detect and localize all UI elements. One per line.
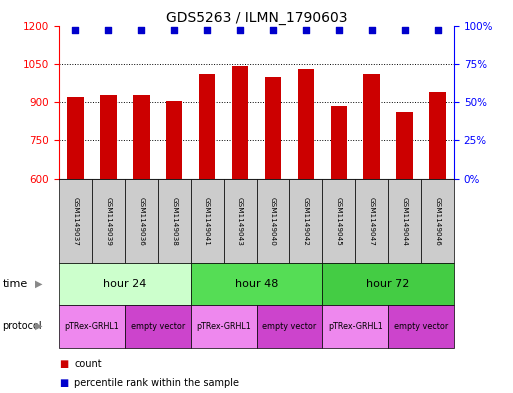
Bar <box>298 69 314 179</box>
Text: pTRex-GRHL1: pTRex-GRHL1 <box>328 322 383 331</box>
Text: ■: ■ <box>59 358 68 369</box>
Point <box>401 27 409 33</box>
Point <box>71 27 80 33</box>
Text: hour 24: hour 24 <box>103 279 147 289</box>
Text: GSM1149042: GSM1149042 <box>303 196 309 246</box>
Text: count: count <box>74 358 102 369</box>
Bar <box>133 94 149 179</box>
Text: protocol: protocol <box>3 321 42 331</box>
Text: hour 48: hour 48 <box>235 279 278 289</box>
Text: empty vector: empty vector <box>131 322 185 331</box>
Bar <box>199 74 215 179</box>
Text: GSM1149043: GSM1149043 <box>237 196 243 246</box>
Text: ▶: ▶ <box>35 321 43 331</box>
Text: hour 72: hour 72 <box>366 279 410 289</box>
Point <box>137 27 145 33</box>
Point <box>368 27 376 33</box>
Bar <box>429 92 446 179</box>
Title: GDS5263 / ILMN_1790603: GDS5263 / ILMN_1790603 <box>166 11 347 24</box>
Text: empty vector: empty vector <box>262 322 317 331</box>
Text: pTRex-GRHL1: pTRex-GRHL1 <box>196 322 251 331</box>
Bar <box>232 66 248 179</box>
Text: ■: ■ <box>59 378 68 388</box>
Text: GSM1149046: GSM1149046 <box>435 196 441 246</box>
Text: GSM1149041: GSM1149041 <box>204 196 210 246</box>
Bar <box>265 77 281 179</box>
Text: GSM1149047: GSM1149047 <box>369 196 374 246</box>
Text: GSM1149045: GSM1149045 <box>336 196 342 246</box>
Text: GSM1149039: GSM1149039 <box>105 196 111 246</box>
Bar <box>364 74 380 179</box>
Point <box>334 27 343 33</box>
Point <box>236 27 244 33</box>
Point <box>203 27 211 33</box>
Text: GSM1149037: GSM1149037 <box>72 196 78 246</box>
Point <box>269 27 277 33</box>
Text: time: time <box>3 279 28 289</box>
Point <box>170 27 179 33</box>
Text: pTRex-GRHL1: pTRex-GRHL1 <box>65 322 120 331</box>
Text: GSM1149036: GSM1149036 <box>139 196 144 246</box>
Bar <box>100 94 116 179</box>
Bar <box>397 112 413 179</box>
Text: GSM1149040: GSM1149040 <box>270 196 276 246</box>
Text: empty vector: empty vector <box>394 322 448 331</box>
Point <box>104 27 112 33</box>
Point <box>302 27 310 33</box>
Text: percentile rank within the sample: percentile rank within the sample <box>74 378 240 388</box>
Text: GSM1149044: GSM1149044 <box>402 196 408 246</box>
Bar <box>67 97 84 179</box>
Point <box>433 27 442 33</box>
Text: ▶: ▶ <box>35 279 43 289</box>
Bar <box>330 106 347 179</box>
Bar <box>166 101 183 179</box>
Text: GSM1149038: GSM1149038 <box>171 196 177 246</box>
